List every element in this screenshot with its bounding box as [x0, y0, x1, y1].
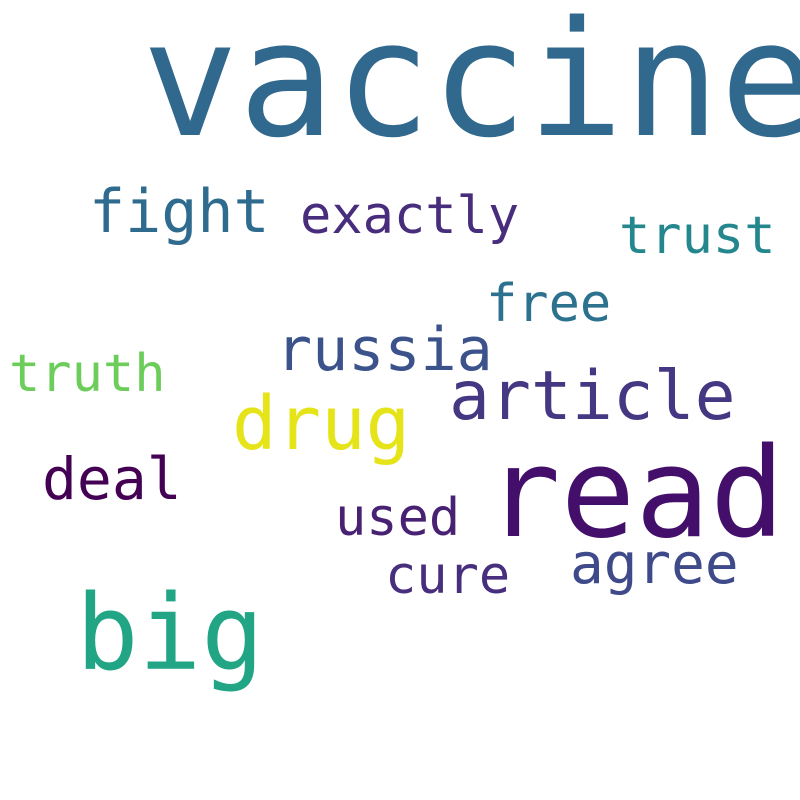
word-cure: cure [385, 546, 511, 606]
word-read: read [486, 422, 785, 566]
word-russia: russia [276, 315, 493, 385]
word-deal: deal [42, 445, 182, 513]
word-used: used [335, 488, 461, 548]
word-article: article [449, 357, 736, 436]
word-truth: truth [9, 344, 166, 404]
word-exactly: exactly [300, 186, 520, 246]
word-agree: agree [570, 532, 739, 597]
word-fight: fight [89, 177, 270, 247]
word-big: big [76, 572, 264, 694]
word-drug: drug [232, 381, 411, 467]
word-free: free [486, 274, 612, 334]
word-trust: trust [619, 206, 776, 266]
word-vaccine: vaccine [142, 0, 800, 173]
